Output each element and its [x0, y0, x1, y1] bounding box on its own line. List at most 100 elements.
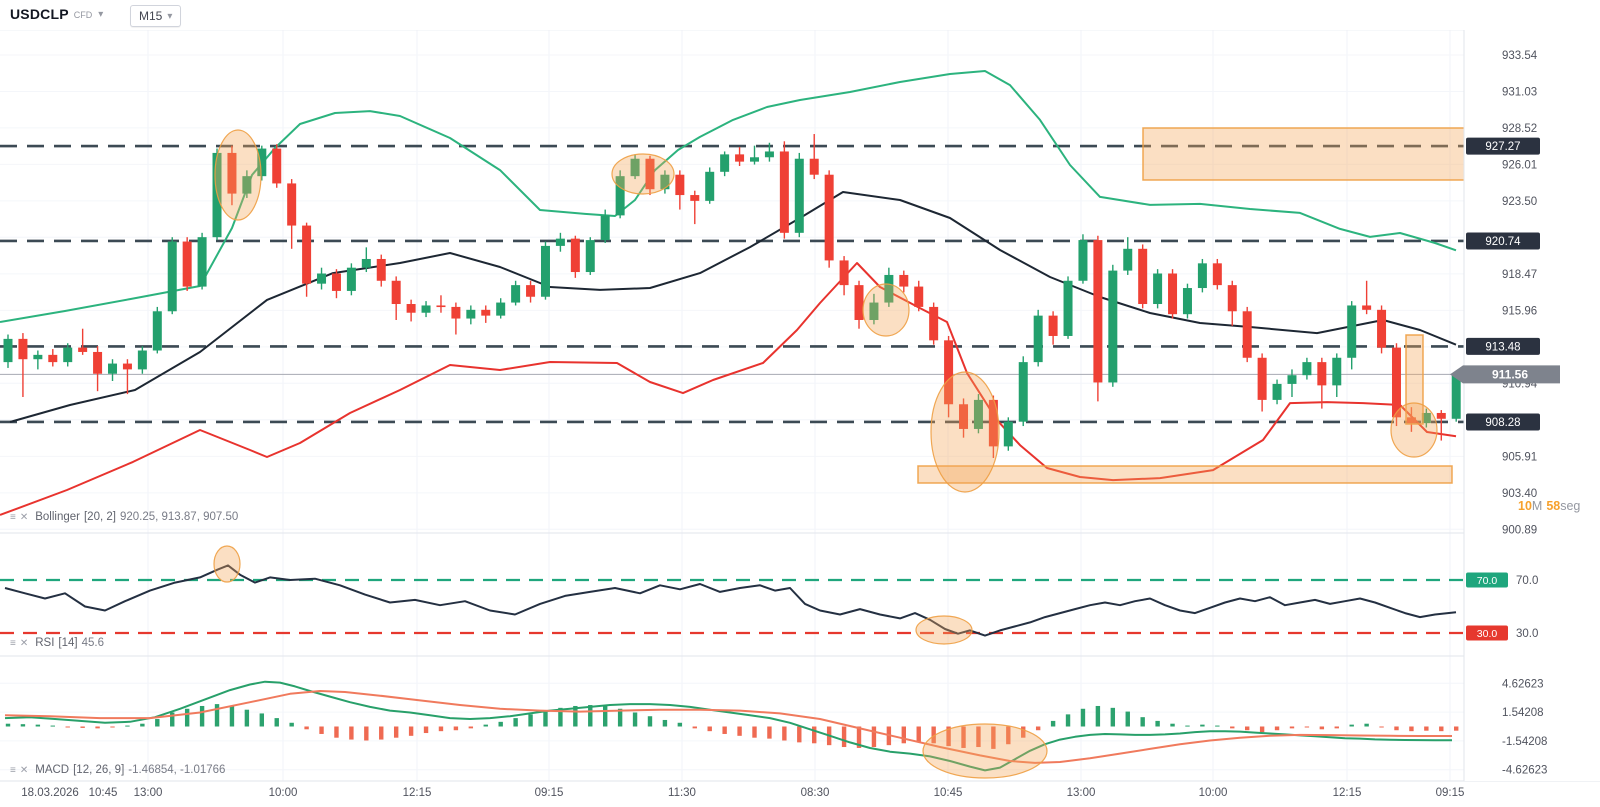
- time-axis[interactable]: 18.03.2026 10:45 13:00 10:00 12:15 09:15 11:30…: [21, 787, 1464, 799]
- indicator-close-icon[interactable]: ✕: [19, 764, 29, 776]
- candle[interactable]: [1003, 421, 1013, 447]
- candle[interactable]: [1406, 417, 1416, 424]
- candle[interactable]: [959, 404, 969, 429]
- price-level-badge[interactable]: [1466, 232, 1540, 250]
- candle[interactable]: [122, 363, 132, 370]
- candle[interactable]: [526, 285, 536, 297]
- candle[interactable]: [406, 304, 416, 313]
- candle[interactable]: [1048, 315, 1058, 336]
- candle[interactable]: [764, 151, 774, 158]
- candle[interactable]: [750, 157, 759, 162]
- candle[interactable]: [779, 151, 789, 233]
- candle[interactable]: [167, 241, 177, 312]
- candle[interactable]: [391, 280, 401, 305]
- highlight-zone[interactable]: [917, 465, 1453, 484]
- candle[interactable]: [839, 260, 849, 286]
- candle[interactable]: [720, 154, 730, 172]
- timeframe-selector[interactable]: M15 ▾: [130, 5, 182, 27]
- candle[interactable]: [540, 245, 550, 297]
- candle[interactable]: [1377, 309, 1387, 348]
- price-axis[interactable]: 933.54931.03928.52926.01923.50920.99918.…: [1450, 30, 1600, 781]
- candle[interactable]: [1108, 270, 1118, 383]
- candle[interactable]: [302, 225, 312, 284]
- indicator-settings-icon[interactable]: ≡: [10, 637, 16, 649]
- candle[interactable]: [242, 176, 252, 194]
- bollinger-upper-band-line[interactable]: [0, 70, 1457, 323]
- candle[interactable]: [481, 309, 491, 316]
- candle[interactable]: [1168, 273, 1178, 315]
- candle[interactable]: [1078, 240, 1088, 281]
- candle[interactable]: [869, 302, 879, 320]
- candle[interactable]: [1317, 362, 1327, 386]
- rsi-level-badge[interactable]: [1466, 572, 1508, 588]
- candle[interactable]: [1212, 263, 1222, 286]
- candle[interactable]: [257, 148, 267, 177]
- candle[interactable]: [1451, 374, 1461, 419]
- candle[interactable]: [1302, 362, 1312, 376]
- candle[interactable]: [451, 306, 461, 319]
- candle[interactable]: [93, 351, 103, 374]
- candle[interactable]: [1138, 248, 1148, 305]
- candlesticks[interactable]: [3, 134, 1461, 459]
- candle[interactable]: [152, 311, 162, 351]
- candle[interactable]: [735, 154, 745, 162]
- bollinger-lower-band-line[interactable]: [0, 262, 1457, 516]
- candle[interactable]: [33, 354, 43, 360]
- candle[interactable]: [63, 347, 73, 363]
- price-level-badge[interactable]: [1466, 337, 1540, 355]
- candle[interactable]: [854, 285, 864, 320]
- candle[interactable]: [331, 273, 341, 291]
- candle[interactable]: [346, 267, 356, 291]
- highlight-ellipse[interactable]: [611, 153, 675, 195]
- candle[interactable]: [914, 286, 924, 307]
- price-level-badge[interactable]: [1466, 413, 1540, 431]
- symbol-selector[interactable]: USDCLP CFD ▾: [10, 6, 103, 22]
- candle[interactable]: [287, 183, 297, 226]
- candle[interactable]: [496, 302, 506, 316]
- highlight-ellipse[interactable]: [862, 283, 910, 337]
- candle[interactable]: [988, 399, 998, 447]
- highlight-ellipse[interactable]: [930, 371, 1000, 493]
- candle[interactable]: [1033, 315, 1043, 363]
- price-level-badge[interactable]: [1466, 137, 1540, 155]
- candle[interactable]: [630, 158, 640, 177]
- candle[interactable]: [421, 305, 431, 313]
- candle[interactable]: [3, 338, 13, 363]
- price-level-lines[interactable]: [0, 144, 1464, 424]
- candle[interactable]: [1018, 362, 1028, 422]
- candle[interactable]: [929, 306, 939, 341]
- macd-signal-line[interactable]: [4, 690, 1452, 764]
- candle[interactable]: [1287, 375, 1297, 384]
- candle[interactable]: [78, 347, 88, 352]
- indicator-close-icon[interactable]: ✕: [19, 637, 29, 649]
- candle[interactable]: [272, 148, 282, 184]
- indicator-settings-icon[interactable]: ≡: [10, 511, 16, 523]
- highlight-ellipse[interactable]: [922, 723, 1048, 779]
- candle[interactable]: [615, 176, 625, 216]
- candle[interactable]: [1421, 412, 1431, 424]
- candle[interactable]: [1197, 263, 1207, 289]
- rsi-line[interactable]: [4, 564, 1457, 637]
- candle[interactable]: [944, 340, 954, 405]
- candle[interactable]: [884, 274, 894, 303]
- candle[interactable]: [675, 174, 685, 196]
- candle[interactable]: [376, 258, 386, 281]
- candle[interactable]: [600, 215, 610, 241]
- candle[interactable]: [1347, 305, 1357, 358]
- candle[interactable]: [585, 240, 595, 273]
- candle[interactable]: [1182, 288, 1192, 315]
- macd-line[interactable]: [4, 680, 1452, 772]
- candle[interactable]: [705, 171, 715, 201]
- candle[interactable]: [899, 274, 909, 287]
- candle[interactable]: [1093, 240, 1103, 383]
- candle[interactable]: [824, 174, 834, 261]
- highlight-zone[interactable]: [1405, 334, 1424, 425]
- annotation-ellipses[interactable]: [213, 129, 1438, 779]
- rsi-level-badge[interactable]: [1466, 625, 1508, 641]
- candle[interactable]: [645, 158, 655, 190]
- candle[interactable]: [361, 258, 371, 268]
- candle[interactable]: [1123, 248, 1133, 271]
- candle[interactable]: [1272, 383, 1282, 400]
- candle[interactable]: [809, 158, 819, 175]
